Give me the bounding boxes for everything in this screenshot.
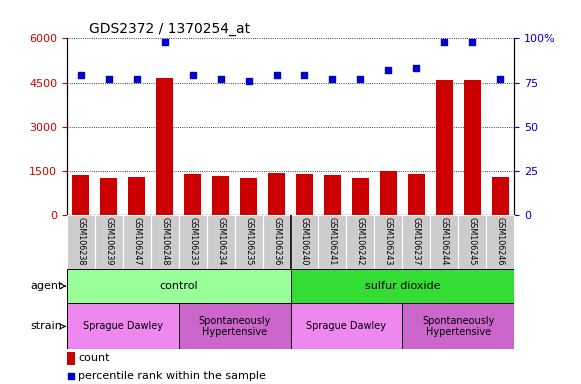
Text: GSM106243: GSM106243: [384, 217, 393, 266]
Point: [440, 39, 449, 45]
Point: [412, 65, 421, 71]
Bar: [268, 173, 285, 215]
Text: Sprague Dawley: Sprague Dawley: [306, 321, 386, 331]
Text: GDS2372 / 1370254_at: GDS2372 / 1370254_at: [89, 22, 250, 36]
Text: GSM106236: GSM106236: [272, 217, 281, 266]
Text: GSM106247: GSM106247: [132, 217, 141, 266]
Text: GSM106239: GSM106239: [104, 217, 113, 266]
Bar: [240, 178, 257, 215]
Bar: [403, 215, 431, 269]
Bar: [128, 177, 145, 215]
Bar: [95, 215, 123, 269]
Point: [188, 73, 198, 79]
Bar: [207, 215, 235, 269]
Bar: [67, 269, 290, 303]
Bar: [179, 215, 207, 269]
Text: GSM106237: GSM106237: [412, 217, 421, 266]
Bar: [73, 175, 89, 215]
Text: GSM106234: GSM106234: [216, 217, 225, 266]
Text: GSM106240: GSM106240: [300, 217, 309, 266]
Text: GSM106248: GSM106248: [160, 217, 169, 266]
Bar: [318, 215, 346, 269]
Text: control: control: [159, 281, 198, 291]
Bar: [290, 269, 514, 303]
Point: [328, 76, 337, 82]
Bar: [150, 215, 179, 269]
Bar: [403, 303, 514, 349]
Bar: [263, 215, 290, 269]
Bar: [431, 215, 458, 269]
Bar: [67, 352, 75, 365]
Text: GSM106245: GSM106245: [468, 217, 477, 266]
Bar: [296, 174, 313, 215]
Text: percentile rank within the sample: percentile rank within the sample: [78, 371, 266, 381]
Bar: [212, 176, 229, 215]
Bar: [101, 178, 117, 215]
Bar: [374, 215, 403, 269]
Text: GSM106238: GSM106238: [76, 217, 85, 266]
Bar: [290, 303, 403, 349]
Point: [216, 76, 225, 82]
Point: [496, 76, 505, 82]
Text: GSM106244: GSM106244: [440, 217, 449, 266]
Point: [104, 76, 113, 82]
Bar: [486, 215, 514, 269]
Text: GSM106242: GSM106242: [356, 217, 365, 266]
Point: [132, 76, 141, 82]
Bar: [458, 215, 486, 269]
Bar: [408, 174, 425, 215]
Bar: [436, 79, 453, 215]
Text: agent: agent: [30, 281, 62, 291]
Text: Spontaneously
Hypertensive: Spontaneously Hypertensive: [422, 316, 494, 337]
Bar: [235, 215, 263, 269]
Point: [383, 67, 393, 73]
Text: Spontaneously
Hypertensive: Spontaneously Hypertensive: [198, 316, 271, 337]
Bar: [352, 178, 369, 215]
Point: [76, 73, 85, 79]
Text: GSM106235: GSM106235: [244, 217, 253, 266]
Bar: [123, 215, 150, 269]
Text: Sprague Dawley: Sprague Dawley: [83, 321, 163, 331]
Point: [272, 73, 281, 79]
Text: GSM106241: GSM106241: [328, 217, 337, 266]
Text: count: count: [78, 353, 109, 363]
Bar: [346, 215, 374, 269]
Bar: [464, 80, 480, 215]
Bar: [290, 215, 318, 269]
Text: sulfur dioxide: sulfur dioxide: [364, 281, 440, 291]
Bar: [492, 177, 508, 215]
Bar: [67, 303, 179, 349]
Text: GSM106233: GSM106233: [188, 217, 197, 266]
Bar: [156, 78, 173, 215]
Point: [160, 39, 169, 45]
Bar: [184, 174, 201, 215]
Point: [468, 39, 477, 45]
Bar: [380, 172, 397, 215]
Bar: [179, 303, 290, 349]
Point: [244, 78, 253, 84]
Point: [356, 76, 365, 82]
Text: GSM106246: GSM106246: [496, 217, 505, 266]
Point: [66, 373, 76, 379]
Bar: [324, 175, 341, 215]
Point: [300, 73, 309, 79]
Text: strain: strain: [30, 321, 62, 331]
Bar: [67, 215, 95, 269]
